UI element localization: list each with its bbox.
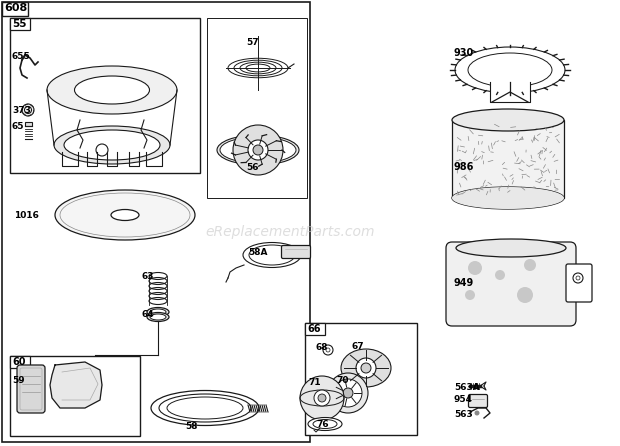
Text: 66: 66 [307, 324, 321, 334]
Bar [10, 356, 140, 436]
Text: 608: 608 [4, 3, 27, 13]
Text: 63: 63 [142, 272, 154, 281]
Circle shape [576, 276, 580, 280]
Text: 954: 954 [454, 395, 473, 404]
FancyBboxPatch shape [566, 264, 592, 302]
FancyBboxPatch shape [469, 395, 487, 408]
Circle shape [25, 107, 32, 113]
Text: 655: 655 [12, 52, 31, 61]
Text: 67: 67 [351, 342, 363, 351]
Circle shape [573, 273, 583, 283]
Ellipse shape [220, 137, 296, 163]
Text: 70: 70 [336, 376, 348, 385]
Circle shape [253, 145, 263, 155]
Bar [10, 18, 200, 173]
Circle shape [474, 410, 479, 416]
Text: 563: 563 [454, 410, 472, 419]
Ellipse shape [150, 309, 166, 315]
Bar [305, 323, 325, 335]
Ellipse shape [47, 66, 177, 114]
Text: 373: 373 [12, 106, 31, 115]
FancyBboxPatch shape [17, 365, 45, 413]
Text: 59: 59 [12, 376, 25, 385]
Bar [452, 120, 564, 198]
Text: 68: 68 [316, 343, 329, 352]
Text: 930: 930 [454, 48, 474, 58]
Text: 64: 64 [142, 310, 154, 319]
Ellipse shape [452, 187, 564, 209]
Ellipse shape [147, 313, 169, 322]
Circle shape [314, 390, 330, 406]
Text: 56: 56 [246, 163, 259, 172]
Text: 57: 57 [246, 38, 259, 47]
Ellipse shape [55, 190, 195, 240]
Ellipse shape [147, 307, 169, 317]
Circle shape [465, 290, 475, 300]
Circle shape [318, 394, 326, 402]
Text: 65: 65 [12, 122, 25, 131]
Bar [10, 18, 30, 30]
Ellipse shape [64, 130, 160, 160]
FancyBboxPatch shape [446, 242, 576, 326]
Ellipse shape [455, 47, 565, 93]
Ellipse shape [217, 135, 299, 165]
Circle shape [524, 259, 536, 271]
Ellipse shape [313, 420, 337, 429]
Ellipse shape [308, 417, 342, 430]
Ellipse shape [74, 76, 149, 104]
Ellipse shape [341, 349, 391, 387]
Text: eReplacementParts.com: eReplacementParts.com [205, 225, 374, 239]
Text: 55: 55 [12, 19, 27, 29]
Text: 58A: 58A [248, 248, 267, 257]
Text: 986: 986 [454, 162, 474, 172]
Bar [305, 323, 417, 435]
Circle shape [323, 345, 333, 355]
Text: 71: 71 [308, 378, 321, 387]
Bar [2, 2, 310, 442]
Ellipse shape [452, 109, 564, 131]
Text: 76: 76 [316, 420, 329, 429]
Text: 1016: 1016 [14, 211, 39, 220]
Ellipse shape [150, 314, 166, 320]
Text: 949: 949 [454, 278, 474, 288]
Bar [207, 18, 307, 198]
Circle shape [300, 376, 344, 420]
Ellipse shape [456, 239, 566, 257]
Bar [10, 356, 30, 368]
Circle shape [334, 379, 362, 407]
Polygon shape [50, 362, 102, 408]
Circle shape [326, 348, 330, 352]
Text: 58: 58 [185, 422, 198, 431]
Text: 563A: 563A [454, 383, 480, 392]
Ellipse shape [452, 187, 564, 209]
Circle shape [328, 373, 368, 413]
Circle shape [96, 144, 108, 156]
Circle shape [22, 104, 34, 116]
Circle shape [517, 287, 533, 303]
FancyBboxPatch shape [281, 245, 311, 259]
Circle shape [356, 358, 376, 378]
Circle shape [361, 363, 371, 373]
Circle shape [248, 140, 268, 160]
Bar [2, 2, 28, 16]
Bar [452, 120, 564, 198]
Circle shape [343, 388, 353, 398]
Bar [490, 82, 530, 102]
Circle shape [233, 125, 283, 175]
Ellipse shape [54, 126, 170, 164]
Bar [25, 122, 32, 126]
Text: 60: 60 [12, 357, 25, 367]
Circle shape [495, 270, 505, 280]
Ellipse shape [111, 210, 139, 220]
Circle shape [468, 261, 482, 275]
